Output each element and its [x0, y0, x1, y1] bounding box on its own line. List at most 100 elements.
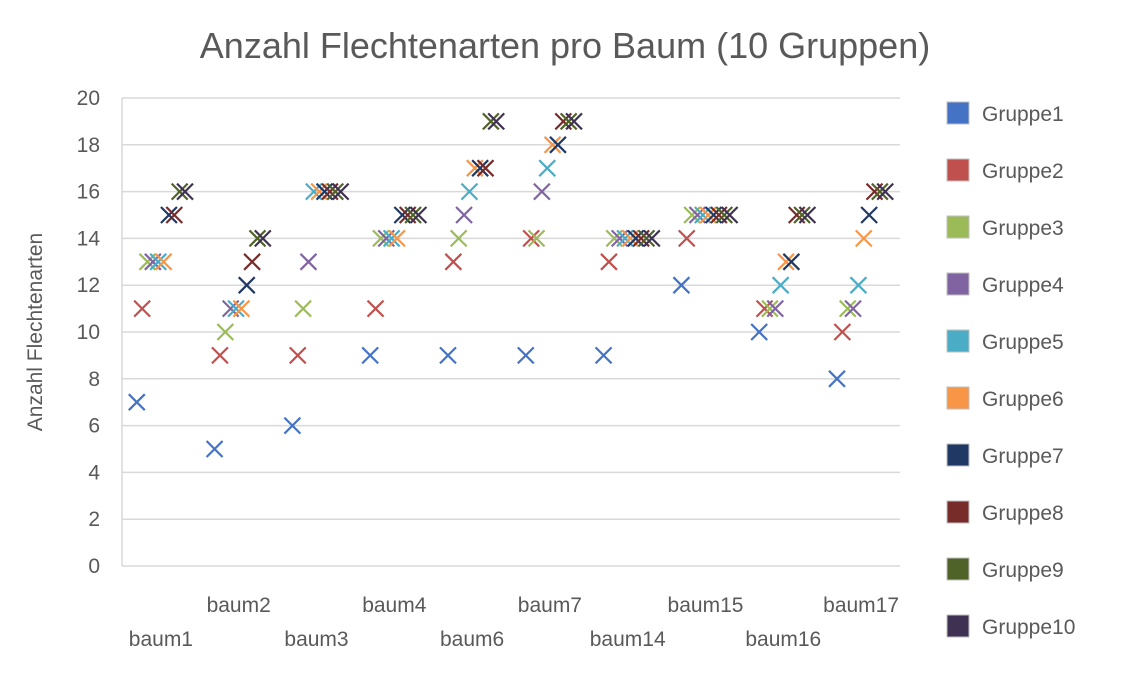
legend-label: Gruppe6	[982, 388, 1064, 411]
legend-label: Gruppe2	[982, 160, 1064, 183]
data-point	[522, 229, 540, 248]
y-tick-label: 14	[77, 227, 101, 250]
y-tick-label: 12	[77, 274, 100, 297]
x-tick-label: baum16	[745, 628, 821, 651]
data-point	[517, 346, 535, 365]
legend-swatch	[946, 329, 970, 353]
y-tick-label: 6	[88, 415, 100, 438]
data-point	[849, 276, 868, 294]
data-point	[133, 299, 151, 318]
data-point	[216, 323, 235, 341]
data-point	[565, 112, 583, 131]
y-tick-label: 2	[88, 508, 100, 531]
legend-swatch	[946, 158, 970, 182]
data-point	[439, 346, 457, 365]
data-point	[154, 253, 173, 271]
data-point	[149, 253, 167, 271]
data-point	[409, 206, 428, 224]
y-tick-label: 4	[88, 461, 100, 484]
legend-label: Gruppe10	[982, 616, 1075, 639]
data-point	[455, 206, 473, 224]
legend-item: Gruppe6	[946, 386, 1064, 411]
data-point	[331, 182, 350, 201]
data-point	[170, 182, 189, 201]
data-markers	[128, 112, 894, 458]
legend-item: Gruppe9	[946, 557, 1064, 582]
legend-swatch	[946, 500, 970, 524]
y-tick-label: 0	[88, 555, 100, 578]
legend-item: Gruppe8	[946, 500, 1064, 525]
data-point	[527, 229, 546, 248]
data-point	[844, 299, 862, 318]
data-point	[637, 229, 656, 248]
data-point	[449, 229, 468, 248]
data-point	[594, 346, 613, 365]
data-point	[838, 299, 857, 318]
data-point	[248, 229, 267, 248]
legend-item: Gruppe2	[946, 158, 1064, 183]
data-point	[460, 182, 479, 201]
legend-item: Gruppe4	[946, 272, 1064, 297]
grid-lines	[121, 97, 900, 567]
x-tick-label: baum14	[590, 628, 666, 651]
y-tick-label: 20	[77, 87, 100, 110]
data-point	[720, 206, 739, 224]
data-point	[538, 159, 556, 177]
y-tick-label: 18	[77, 134, 100, 157]
data-point	[876, 182, 894, 201]
data-point	[761, 299, 779, 318]
legend-swatch	[946, 557, 970, 581]
data-point	[160, 206, 178, 224]
chart-title: Anzahl Flechtenarten pro Baum (10 Gruppe…	[200, 25, 930, 66]
y-tick-labels: 0 2 4 6 8 10 12 14 16 18 20	[77, 87, 101, 578]
legend-swatch	[946, 215, 970, 239]
data-point	[227, 299, 245, 318]
x-tick-label: baum17	[823, 594, 899, 617]
data-point	[299, 253, 318, 271]
legend-label: Gruppe3	[982, 217, 1064, 240]
x-tick-label: baum1	[129, 628, 193, 651]
legend-item: Gruppe5	[946, 329, 1064, 354]
data-point	[476, 159, 495, 177]
legend-label: Gruppe9	[982, 559, 1064, 582]
data-point	[643, 229, 661, 248]
x-tick-labels: baum1baum2baum3baum4baum6baum7baum14baum…	[129, 594, 899, 651]
legend-item: Gruppe1	[946, 101, 1064, 126]
data-point	[176, 182, 194, 201]
data-point	[798, 206, 817, 224]
data-point	[232, 299, 251, 318]
data-point	[549, 136, 567, 154]
legend-label: Gruppe7	[982, 445, 1064, 468]
legend-swatch	[946, 443, 970, 467]
x-tick-label: baum3	[284, 628, 348, 651]
legend-label: Gruppe4	[982, 274, 1064, 297]
legend-swatch	[946, 101, 970, 125]
data-point	[211, 346, 229, 365]
data-point	[672, 276, 691, 294]
data-point	[382, 229, 401, 248]
data-point	[165, 206, 184, 224]
data-point	[205, 440, 224, 458]
legend-swatch	[946, 386, 970, 410]
data-point	[782, 253, 801, 271]
data-point	[326, 182, 345, 201]
data-point	[833, 323, 852, 341]
data-point	[388, 229, 406, 248]
legend-item: Gruppe7	[946, 443, 1064, 468]
data-point	[600, 253, 618, 271]
data-point	[715, 206, 734, 224]
data-point	[487, 112, 505, 131]
y-axis-label: Anzahl Flechtenarten	[24, 233, 47, 431]
data-point	[793, 206, 811, 224]
data-point	[777, 253, 795, 271]
x-tick-label: baum2	[207, 594, 271, 617]
legend-item: Gruppe10	[946, 614, 1075, 639]
data-point	[543, 136, 562, 154]
data-point	[771, 276, 790, 294]
data-point	[237, 276, 256, 294]
data-point	[128, 393, 146, 411]
x-tick-label: baum4	[362, 594, 427, 617]
data-point	[855, 229, 873, 248]
data-point	[366, 299, 385, 318]
